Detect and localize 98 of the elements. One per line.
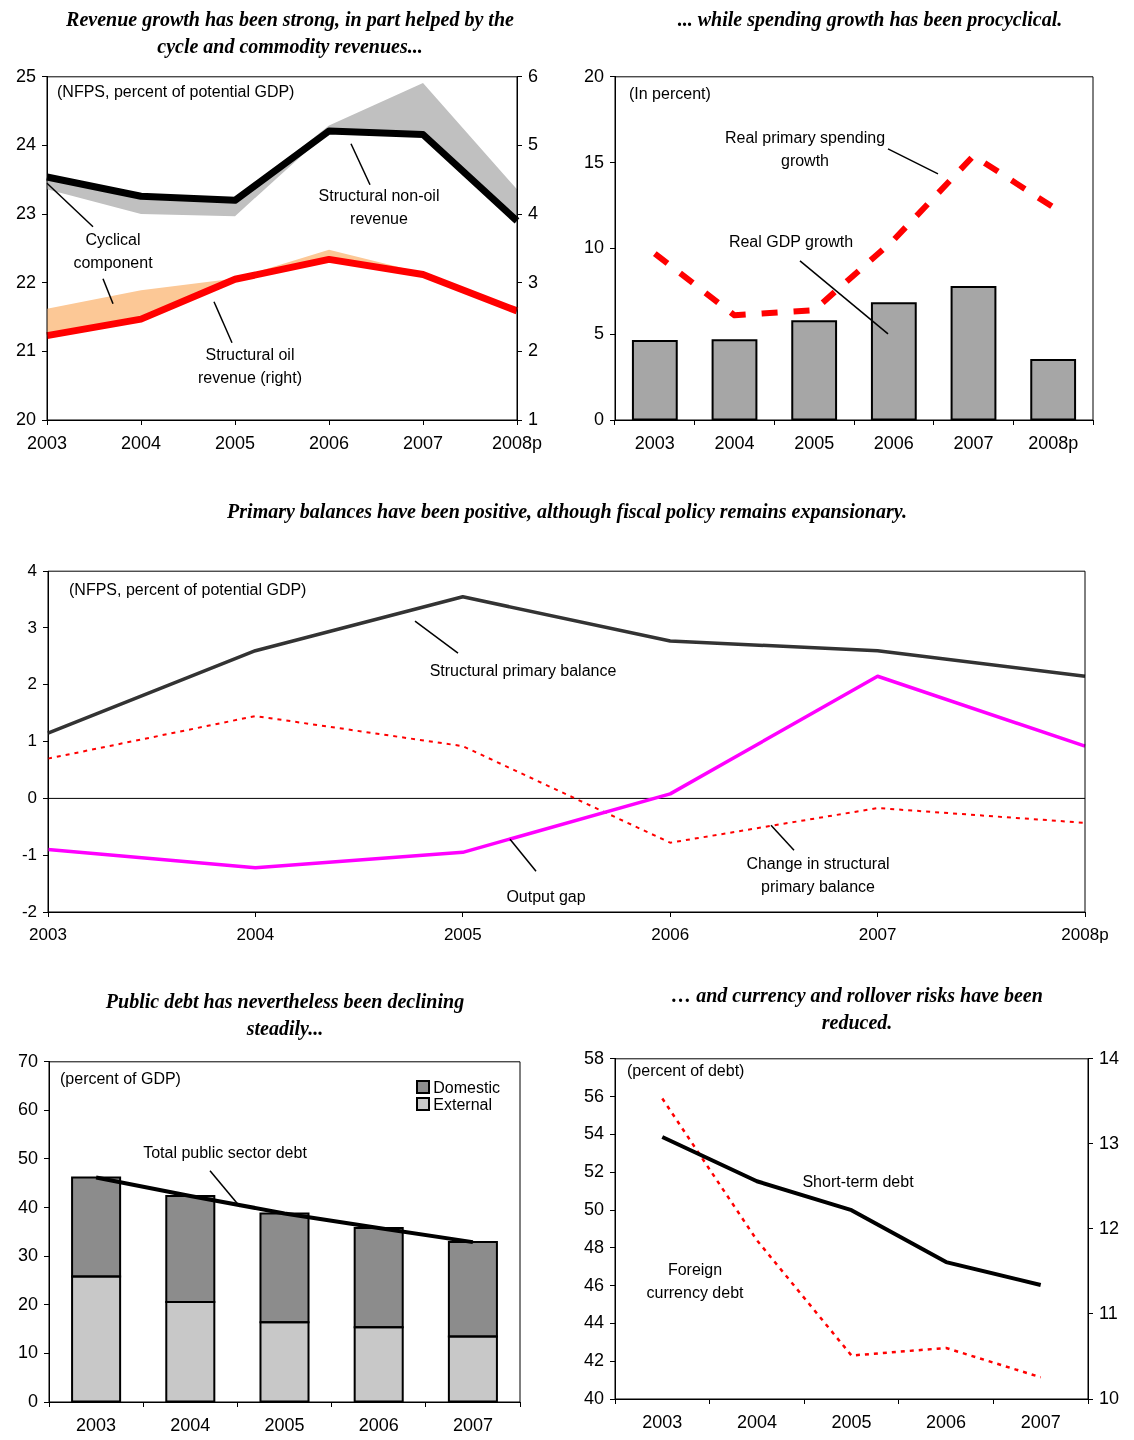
y2-tick-label: 5 [528,134,539,155]
x-tick-label: 2005 [214,432,256,453]
y-tick-label: 42 [583,1350,604,1371]
y2-tick-label: 10 [1099,1387,1120,1408]
series-label: Foreign currency debt [646,1261,745,1302]
chart-title: Primary balances have been positive, although fiscal policy remains expansionary. [226,499,908,525]
x-tick-label: 2006 [873,432,914,453]
chart-title: ... while spending growth has been procyclical. [676,7,1064,33]
x-tick-label: 2006 [926,1411,967,1432]
x-tick-label: 2003 [642,1411,683,1432]
y-tick-label: 52 [583,1161,604,1182]
x-tick-label: 2008p [1028,432,1079,453]
y2-tick-label: 3 [528,271,539,292]
x-tick-label: 2007 [402,432,444,453]
y2-tick-label: 13 [1099,1132,1120,1153]
y2-tick-label: 6 [528,65,539,86]
y-tick-label: 50 [17,1147,38,1168]
x-tick-label: 2005 [831,1411,872,1432]
legend-label: Domestic [433,1078,500,1096]
x-tick-label: 2008p [1061,924,1109,944]
y-tick-label: 5 [593,323,604,344]
text: (In percent) [629,85,711,103]
text: Structural oil revenue (right) [197,346,303,387]
x-tick-label: 2007 [953,432,994,453]
y-tick-label: 20 [583,65,604,86]
y-tick-label: 10 [583,237,604,258]
series-label: Total public sector debt [143,1144,308,1162]
legend-label: External [433,1095,493,1113]
chart-title: Revenue growth has been strong, in part helped by the cycle and commodity revenues... [65,7,515,60]
text: (percent of GDP) [60,1070,181,1088]
text: Real GDP growth [728,233,854,251]
y-tick-label: 20 [17,1293,38,1314]
x-tick-label: 2007 [1020,1411,1061,1432]
text: (NFPS, percent of potential GDP) [69,580,307,598]
y-tick-label: 1 [27,731,37,751]
x-tick-label: 2005 [443,924,482,944]
y-tick-label: -2 [21,901,37,921]
y-tick-label: 56 [583,1085,604,1106]
y-tick-label: 0 [27,1390,38,1411]
y2-tick-label: 1 [528,408,539,429]
series-label: Structural non-oil revenue [318,187,440,228]
text: Real primary spending growth [724,129,886,170]
y-tick-label: 0 [27,788,37,808]
chart-title: Public debt has nevertheless been declining steadily... [104,989,466,1042]
y-tick-label: 23 [15,203,36,224]
y-tick-label: 40 [583,1387,604,1408]
y-tick-label: 60 [17,1099,38,1120]
x-tick-label: 2003 [26,432,68,453]
x-tick-label: 2006 [651,924,690,944]
y-tick-label: 15 [583,151,604,172]
x-tick-label: 2005 [264,1414,305,1435]
y-tick-label: -1 [21,844,37,864]
x-tick-label: 2005 [794,432,835,453]
y2-tick-label: 4 [528,203,539,224]
y-tick-label: 58 [583,1047,604,1068]
y2-tick-label: 14 [1099,1047,1120,1068]
x-tick-label: 2007 [452,1414,493,1435]
y-tick-label: 46 [583,1274,604,1295]
series-label: Structural primary balance [429,661,617,679]
x-tick-label: 2004 [714,432,755,453]
x-tick-label: 2006 [358,1414,399,1435]
series-label: Change in structural primary balance [746,854,890,895]
x-tick-label: 2006 [308,432,350,453]
y-tick-label: 50 [583,1198,604,1219]
y2-tick-label: 2 [528,340,539,361]
x-tick-label: 2004 [170,1414,211,1435]
y2-tick-label: 11 [1099,1302,1118,1323]
y-tick-label: 44 [583,1312,604,1333]
x-tick-label: 2004 [120,432,162,453]
annotation: Cyclical component [73,231,154,272]
y-tick-label: 30 [17,1245,38,1266]
chart-subtitle: (NFPS, percent of potential GDP) [57,83,295,101]
x-tick-label: 2004 [736,1411,777,1432]
x-tick-label: 2003 [634,432,675,453]
x-tick-label: 2003 [76,1414,117,1435]
x-tick-label: 2008p [491,432,543,453]
y-tick-label: 10 [17,1342,38,1363]
y-tick-label: 54 [583,1123,604,1144]
y-tick-label: 20 [15,408,36,429]
y-tick-label: 48 [583,1236,604,1257]
y-tick-label: 0 [593,408,604,429]
y-tick-label: 4 [27,560,37,580]
y-tick-label: 3 [27,617,37,637]
x-tick-label: 2004 [236,924,275,944]
y-tick-label: 21 [15,340,36,361]
x-tick-label: 2007 [858,924,897,944]
x-tick-label: 2003 [29,924,67,944]
y-tick-label: 25 [15,65,36,86]
text: Output gap [506,887,586,905]
series-label: Short-term debt [802,1173,915,1191]
y-tick-label: 22 [15,271,36,292]
y-tick-label: 40 [17,1196,38,1217]
chart-title: … and currency and rollover risks have been reduced. [670,983,1044,1035]
y-tick-label: 2 [27,674,37,694]
y-tick-label: 70 [17,1050,38,1071]
y2-tick-label: 12 [1099,1217,1120,1238]
y-tick-label: 24 [15,134,36,155]
chart-subtitle: (percent of debt) [627,1062,745,1080]
